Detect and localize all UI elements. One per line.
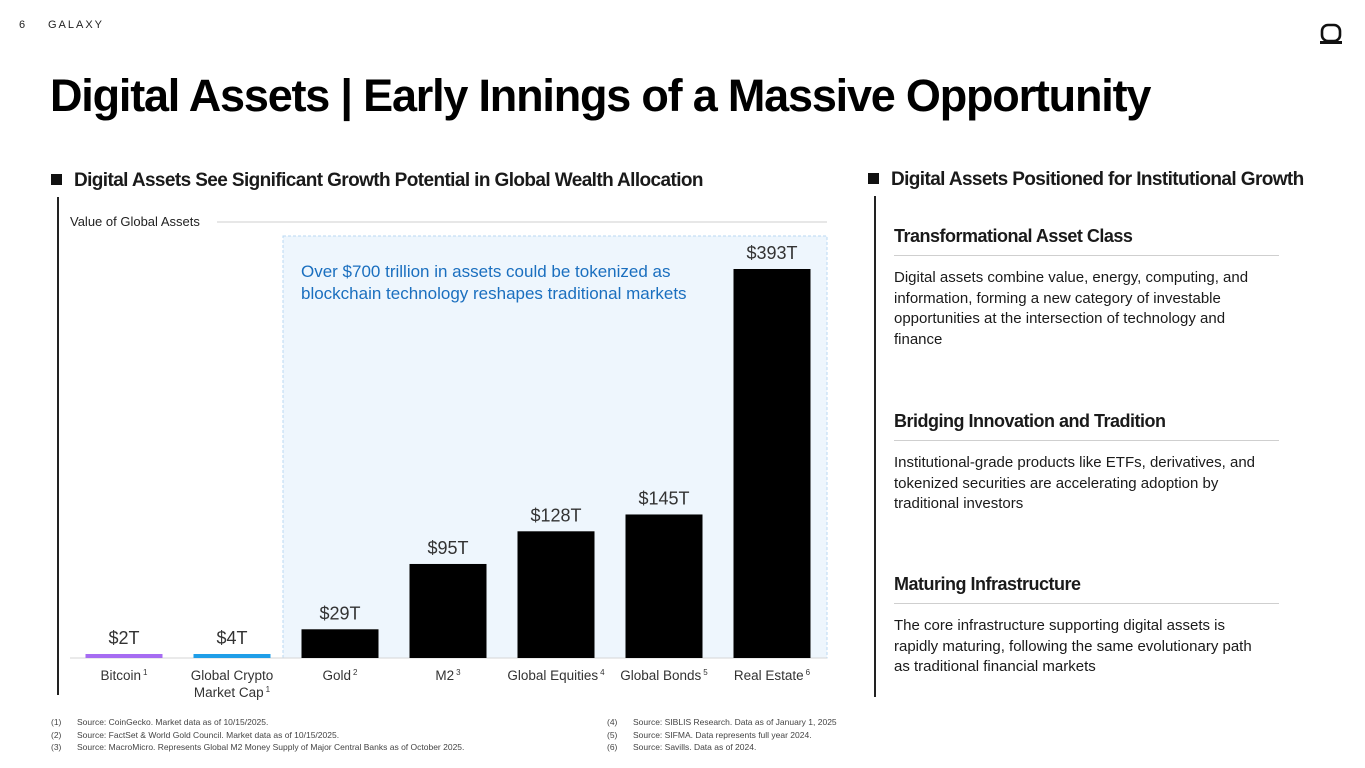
- footnote-ref: 4: [600, 668, 605, 677]
- chart-title: Value of Global Assets: [70, 214, 200, 229]
- info-item-title: Maturing Infrastructure: [894, 574, 1279, 604]
- page-number: 6: [19, 19, 26, 31]
- footnote: (5) Source: SIFMA. Data represents full y…: [607, 729, 812, 740]
- footnote: (1) Source: CoinGecko. Market data as of …: [51, 717, 269, 727]
- chart-svg: Value of Global Assets $2T Bitcoin 1 $4T Glob…: [70, 214, 828, 700]
- left-section-heading: Digital Assets See Significant Growth Po…: [51, 170, 703, 192]
- footnote-ref: 1: [143, 668, 148, 677]
- bar-chart: Value of Global Assets $2T Bitcoin 1 $4T Glob…: [60, 205, 835, 710]
- bar-m2: [409, 563, 487, 658]
- right-section-heading-text: Digital Assets Positioned for Institutio…: [891, 169, 1304, 190]
- chart-callout: Over $700 trillion in assets could be to…: [301, 262, 687, 303]
- left-section-heading-text: Digital Assets See Significant Growth Po…: [74, 170, 703, 191]
- bar-global-bonds: [625, 514, 703, 658]
- footnote: (6) Source: Savills. Data as of 2024.: [607, 742, 757, 752]
- left-divider: [57, 197, 59, 695]
- footnote: (4) Source: SIBLIS Research. Data as of J…: [607, 717, 837, 727]
- bar-real-estate: [733, 269, 811, 658]
- footnote-ref: 1: [266, 685, 271, 694]
- value-label: $393T: [746, 243, 797, 263]
- value-label: $2T: [108, 628, 139, 648]
- footnote: (3) Source: MacroMicro. Represents Global…: [51, 742, 465, 752]
- bullet-square-icon: [51, 174, 62, 185]
- category-label: Bitcoin 1: [101, 668, 149, 683]
- bar-gold: [301, 629, 379, 658]
- value-label: $145T: [638, 488, 689, 508]
- info-item-body: The core infrastructure supporting digit…: [894, 617, 1252, 675]
- info-item-bridging: Bridging Innovation and Tradition Instit…: [894, 411, 1279, 515]
- bar-bitcoin: [85, 654, 163, 658]
- bar-global-crypto-market-cap: [193, 654, 271, 658]
- category-label: Global Crypto Market Cap 1: [191, 668, 274, 700]
- footnote: (2) Source: FactSet & World Gold Council.…: [51, 729, 340, 740]
- category-label: Real Estate 6: [734, 668, 811, 683]
- info-item-body: Institutional-grade products like ETFs, …: [894, 454, 1256, 512]
- info-item-infrastructure: Maturing Infrastructure The core infrast…: [894, 574, 1279, 678]
- page-title: Digital Assets | Early Innings of a Mass…: [50, 70, 1151, 121]
- category-label: Global Bonds 5: [620, 668, 708, 683]
- info-item-body: Digital assets combine value, energy, co…: [894, 269, 1249, 348]
- value-label: $29T: [319, 603, 360, 623]
- info-item-title: Transformational Asset Class: [894, 226, 1279, 256]
- galaxy-logo-icon: [1320, 23, 1342, 44]
- footnote-ref: 2: [353, 668, 358, 677]
- footnotes-left: (1) Source: CoinGecko. Market data as of …: [51, 716, 464, 754]
- category-label: Global Equities 4: [507, 668, 605, 683]
- value-label: $4T: [216, 628, 247, 648]
- value-label: $128T: [530, 505, 581, 525]
- footnote-ref: 6: [806, 668, 811, 677]
- right-section-heading: Digital Assets Positioned for Institutio…: [868, 169, 1304, 191]
- info-item-transformational: Transformational Asset Class Digital ass…: [894, 226, 1279, 350]
- category-label: M2 3: [435, 668, 461, 683]
- info-item-title: Bridging Innovation and Tradition: [894, 411, 1279, 441]
- bar-global-equities: [517, 531, 595, 658]
- footnotes-right: (4) Source: SIBLIS Research. Data as of J…: [607, 716, 837, 754]
- bullet-square-icon: [868, 173, 879, 184]
- brand-name: GALAXY: [48, 19, 105, 31]
- category-label: Gold 2: [323, 668, 359, 683]
- footnote-ref: 3: [456, 668, 461, 677]
- value-label: $95T: [427, 538, 468, 558]
- footnote-ref: 5: [703, 668, 708, 677]
- right-divider: [874, 196, 876, 697]
